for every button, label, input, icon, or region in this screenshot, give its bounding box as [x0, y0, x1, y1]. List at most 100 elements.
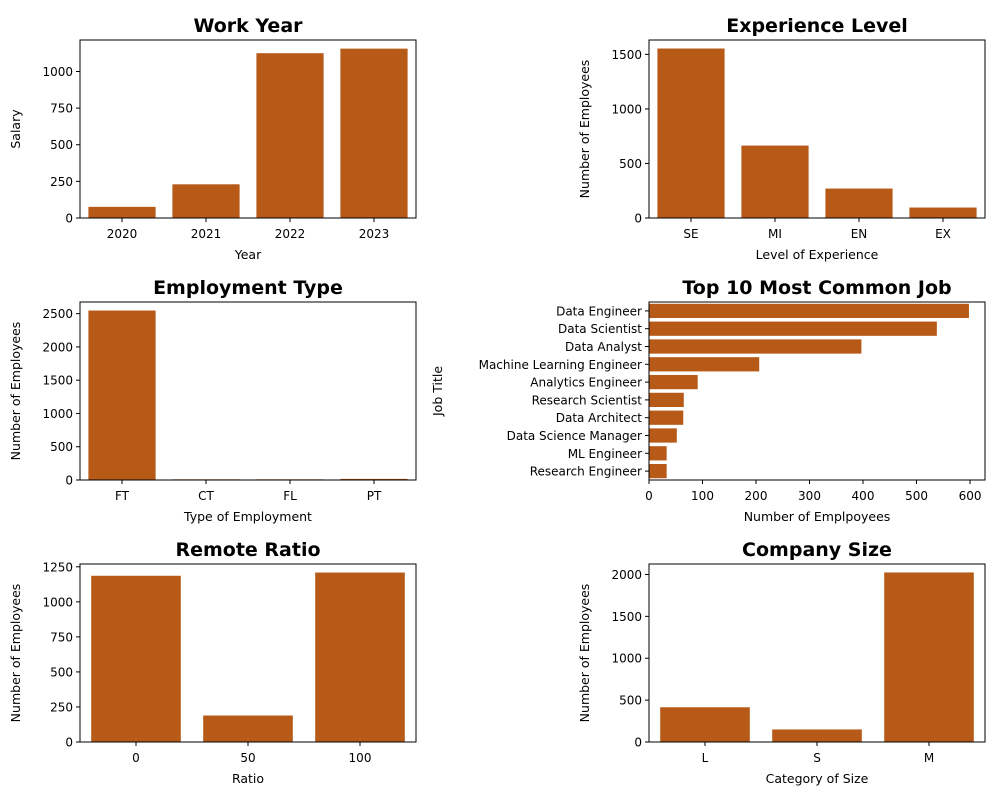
y-tick-label: Data Scientist	[558, 322, 642, 336]
y-tick-label: Data Analyst	[565, 340, 642, 354]
axes-frame	[79, 563, 417, 743]
y-tick-label: 500	[619, 157, 642, 171]
y-axis-label: Salary	[8, 109, 23, 149]
y-tick-label: Data Engineer	[556, 304, 642, 318]
x-tick-label: 2020	[107, 227, 138, 241]
x-tick-label: 2021	[191, 227, 222, 241]
y-tick-label: 0	[65, 474, 73, 488]
y-tick-label: 0	[65, 736, 73, 750]
bar-data-scientist	[649, 321, 937, 336]
bar-0	[91, 575, 181, 742]
bar-data-science-manager	[649, 428, 677, 443]
subplot-1: Work Year 2020 2021 2022 2023 0 250 500 750 1000 Y…	[8, 15, 417, 262]
bar-research-engineer	[649, 463, 667, 479]
subplot-2: Experience Level SE MI EN EX 0 500 1000 1500 Leve…	[577, 15, 986, 262]
axes-frame	[648, 563, 986, 743]
bar-EX	[909, 207, 977, 218]
x-tick-label: EX	[935, 227, 951, 241]
y-tick-label: Analytics Engineer	[530, 376, 642, 390]
y-tick-label: 500	[50, 665, 73, 679]
bar-2021	[172, 184, 240, 218]
x-axis-label: Level of Experience	[756, 247, 879, 262]
y-tick-label: 2500	[42, 307, 73, 321]
x-tick-label: 0	[132, 751, 140, 765]
y-tick-label: 0	[634, 736, 642, 750]
y-tick-label: Research Scientist	[532, 393, 643, 407]
bar-machine-learning-engineer	[649, 357, 760, 372]
x-tick-label: L	[702, 751, 709, 765]
bar-L	[660, 707, 750, 742]
bar-analytics-engineer	[649, 374, 698, 390]
x-tick-label: FL	[283, 489, 297, 503]
chart-title: Experience Level	[726, 15, 908, 37]
y-tick-label: 750	[50, 102, 73, 116]
bar-data-analyst	[649, 339, 862, 354]
bar-S	[772, 729, 862, 742]
x-axis-label: Number of Emplpoyees	[744, 509, 891, 524]
x-tick-label: 300	[798, 489, 821, 503]
x-tick-label: MI	[768, 227, 782, 241]
bar-SE	[657, 48, 725, 218]
subplot-3: Employment Type FT CT FL PT 0 500 1000 1500 2000 2…	[8, 277, 417, 524]
y-tick-label: 250	[50, 175, 73, 189]
y-tick-label: 750	[50, 630, 73, 644]
chart-title: Company Size	[742, 539, 892, 561]
y-axis-label: Number of Employees	[8, 322, 23, 461]
x-tick-label: 500	[905, 489, 928, 503]
bar-50	[203, 715, 293, 742]
y-tick-label: 1500	[42, 374, 73, 388]
y-tick-label: 1500	[611, 48, 642, 62]
y-tick-label: 1000	[611, 652, 642, 666]
bar-research-scientist	[649, 392, 684, 408]
y-axis-label: Number of Employees	[577, 60, 592, 199]
chart-title: Top 10 Most Common Job	[682, 277, 951, 299]
bar-2020	[88, 206, 156, 218]
y-tick-label: 2000	[611, 568, 642, 582]
x-tick-label: CT	[198, 489, 214, 503]
x-tick-label: SE	[683, 227, 698, 241]
x-axis-label: Year	[234, 247, 262, 262]
axes-frame	[648, 301, 986, 481]
y-tick-label: 2000	[42, 340, 73, 354]
x-tick-label: EN	[851, 227, 868, 241]
y-tick-label: 1000	[42, 65, 73, 79]
subplot-4: Top 10 Most Common Job Data Engineer Data …	[430, 277, 986, 524]
y-tick-label: 1250	[42, 560, 73, 574]
y-tick-label: Machine Learning Engineer	[479, 358, 642, 372]
y-tick-label: ML Engineer	[568, 447, 642, 461]
y-axis-label: Number of Employees	[577, 584, 592, 723]
x-tick-label: 50	[240, 751, 255, 765]
axes-frame	[79, 39, 417, 219]
y-tick-label: 500	[50, 440, 73, 454]
chart-title: Employment Type	[153, 277, 343, 299]
y-tick-label: 1000	[42, 595, 73, 609]
x-tick-label: 100	[349, 751, 372, 765]
y-tick-label: 0	[634, 212, 642, 226]
y-tick-label: 250	[50, 700, 73, 714]
bar-EN	[825, 188, 893, 218]
chart-title: Work Year	[193, 15, 303, 37]
bar-2022	[256, 53, 324, 219]
x-tick-label: PT	[367, 489, 382, 503]
y-tick-label: 500	[50, 138, 73, 152]
bar-ml-engineer	[649, 446, 667, 461]
bar-FT	[88, 310, 156, 480]
bar-2023	[340, 48, 408, 219]
x-tick-label: 600	[959, 489, 982, 503]
y-axis-label: Job Title	[430, 366, 445, 417]
axes-frame	[648, 39, 986, 219]
x-axis-label: Category of Size	[766, 771, 869, 786]
subplot-6: Company Size L S M 0 500 1000 1500 2000 Category …	[577, 539, 986, 786]
x-tick-label: 0	[645, 489, 653, 503]
x-tick-label: S	[813, 751, 821, 765]
y-tick-label: 0	[65, 212, 73, 226]
x-tick-label: M	[924, 751, 934, 765]
y-tick-label: Data Architect	[556, 411, 643, 425]
bar-100	[315, 572, 405, 742]
bar-PT	[340, 478, 408, 480]
x-tick-label: 2022	[275, 227, 306, 241]
y-tick-label: 500	[619, 694, 642, 708]
x-tick-label: 400	[852, 489, 875, 503]
